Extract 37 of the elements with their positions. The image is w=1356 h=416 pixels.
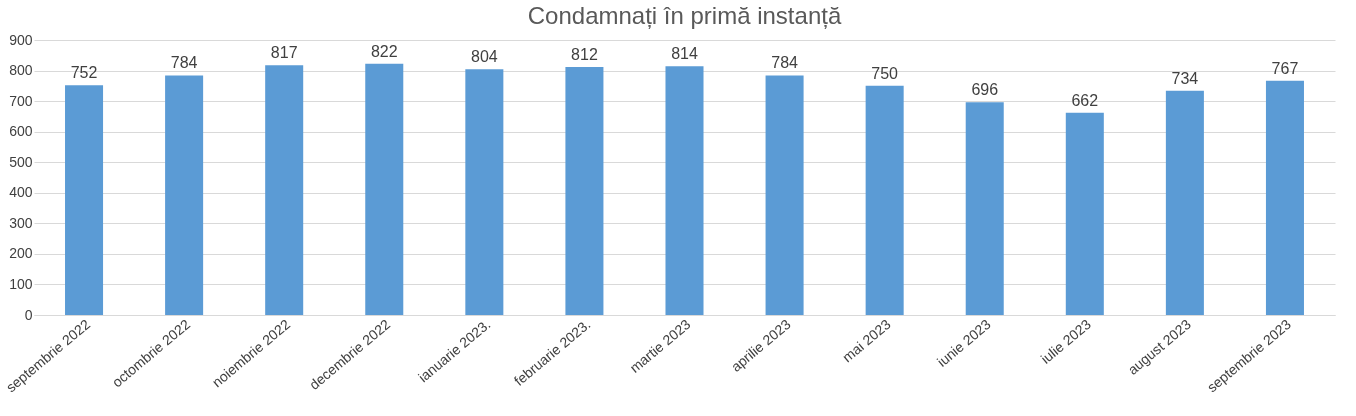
bar <box>565 66 604 315</box>
data-label: 767 <box>1271 59 1299 77</box>
y-tick-label: 200 <box>9 245 33 262</box>
y-tick-label: 0 <box>24 306 33 323</box>
bar <box>265 65 304 315</box>
y-tick-label: 800 <box>9 62 33 79</box>
bar <box>765 75 804 315</box>
bar <box>965 102 1004 315</box>
data-label: 662 <box>1071 91 1099 109</box>
y-tick-label: 900 <box>9 31 33 48</box>
data-label: 696 <box>971 81 999 99</box>
bar <box>1065 112 1104 315</box>
data-label: 812 <box>571 45 598 63</box>
data-label: 784 <box>170 54 198 72</box>
bar <box>1165 90 1204 315</box>
chart-title: Condamnați în primă instanță <box>527 2 842 29</box>
bar <box>665 66 704 315</box>
y-tick-label: 100 <box>9 275 33 292</box>
data-label: 804 <box>470 48 498 66</box>
y-tick-label: 600 <box>9 123 33 140</box>
data-label: 752 <box>70 64 98 82</box>
bar <box>165 75 204 315</box>
data-label: 734 <box>1171 69 1199 87</box>
bar <box>465 69 504 315</box>
y-tick-label: 400 <box>9 184 33 201</box>
bar <box>65 85 104 315</box>
bar <box>365 63 404 315</box>
y-tick-label: 500 <box>9 153 33 170</box>
bar <box>1265 80 1304 315</box>
data-label: 784 <box>771 54 799 72</box>
data-label: 750 <box>871 64 899 82</box>
data-label: 822 <box>370 42 398 60</box>
data-label: 814 <box>671 45 698 63</box>
y-tick-label: 700 <box>9 92 33 109</box>
y-tick-label: 300 <box>9 214 33 231</box>
bar <box>865 85 904 315</box>
data-label: 817 <box>270 44 298 62</box>
